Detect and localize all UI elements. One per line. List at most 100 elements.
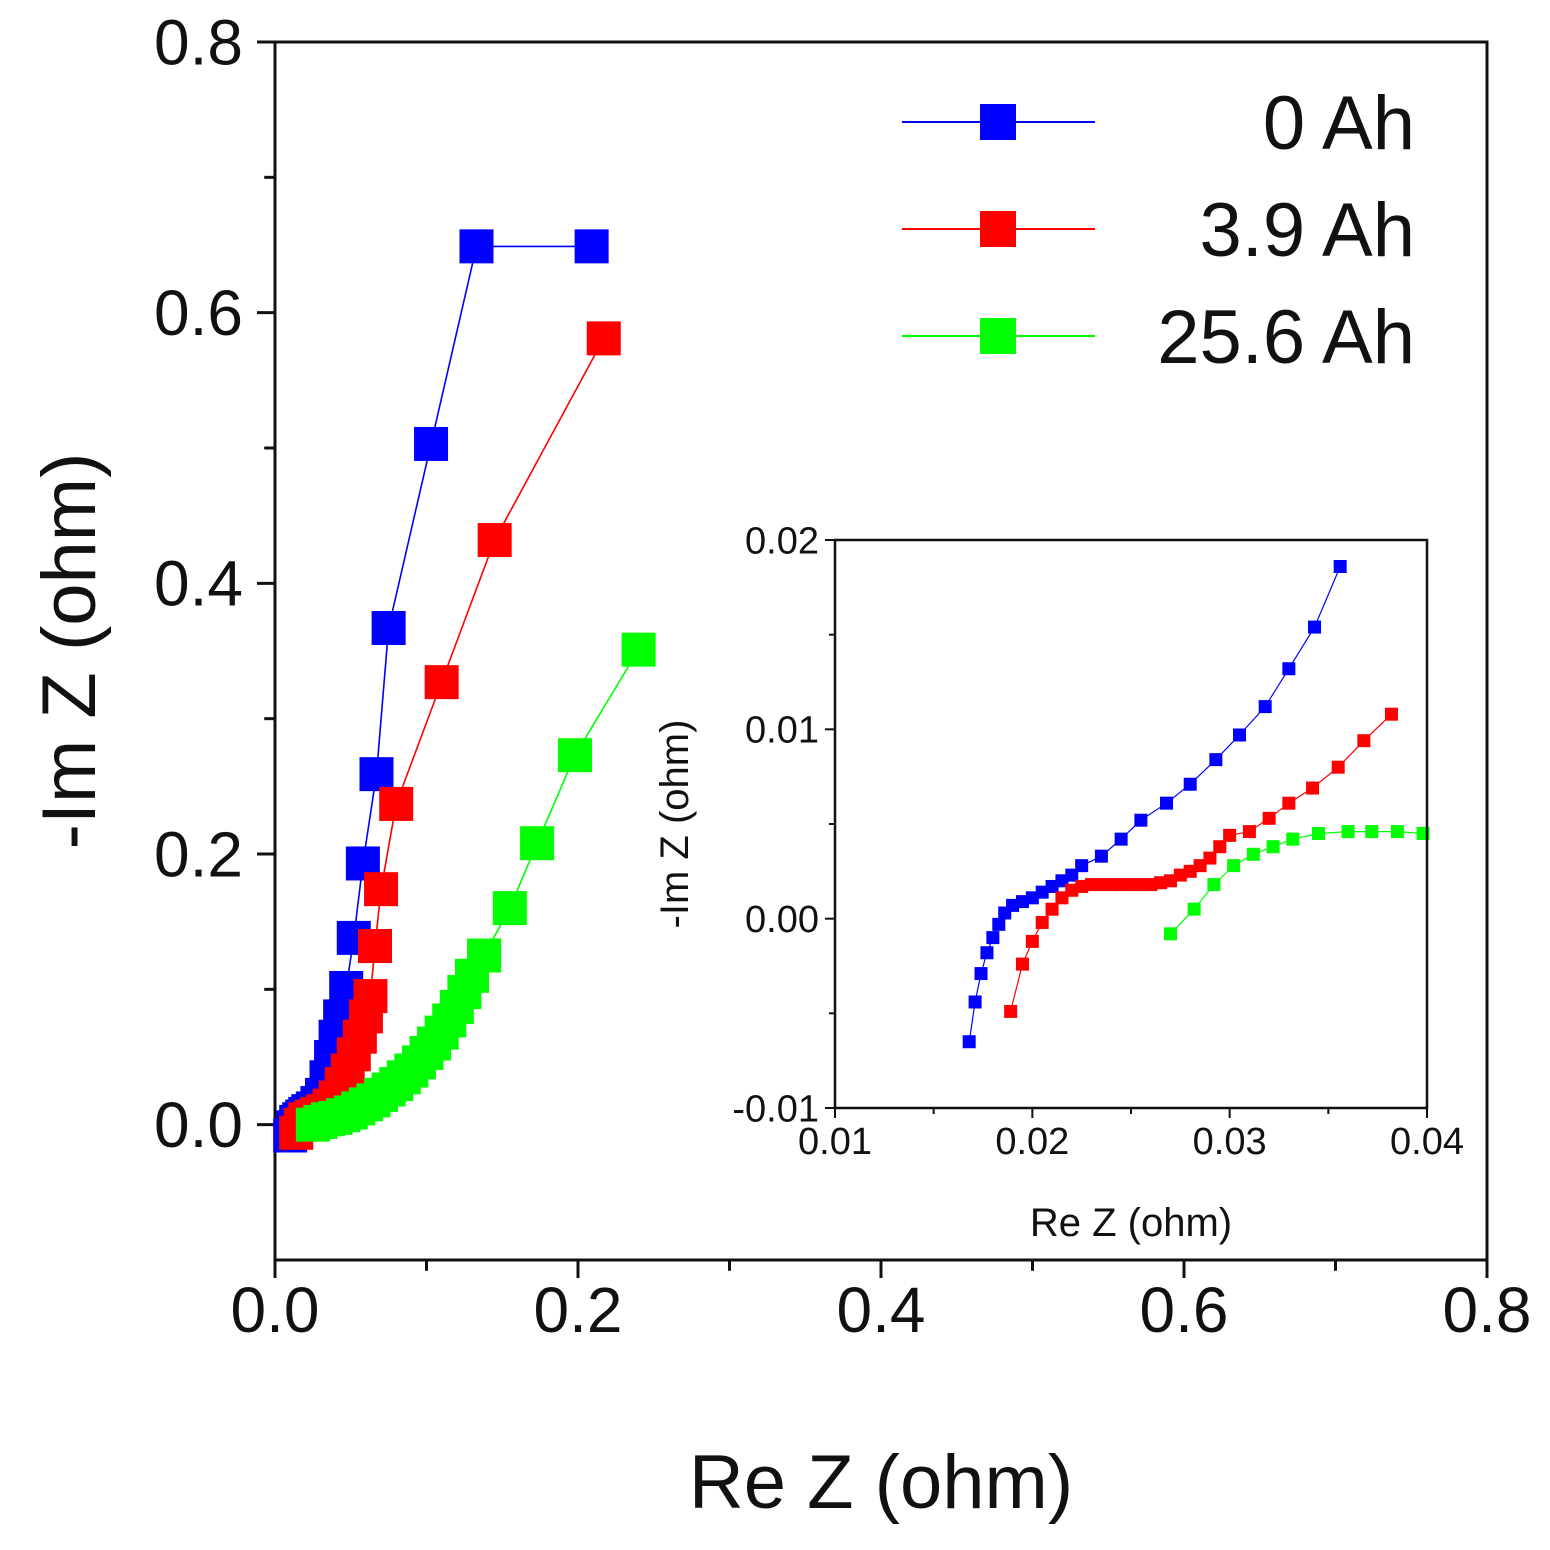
data-point <box>1006 898 1020 912</box>
data-point <box>1134 878 1148 892</box>
data-point <box>414 426 449 461</box>
data-point <box>1183 864 1197 878</box>
x-tick-label: 0.03 <box>1193 1121 1267 1163</box>
data-point <box>1282 796 1296 810</box>
data-point <box>1227 859 1241 873</box>
data-point <box>1114 878 1128 892</box>
data-point <box>364 872 399 907</box>
data-point <box>1055 874 1069 888</box>
inset-axis-ticks: 0.01 0.02 0.03 0.04 -0.01 0.00 0.01 0.02 <box>732 520 1464 1163</box>
y-tick-label: 0.00 <box>745 899 819 941</box>
data-point <box>1065 883 1079 897</box>
data-point <box>424 665 459 700</box>
data-point <box>1282 662 1296 676</box>
legend-label: 3.9 Ah <box>1199 188 1415 273</box>
y-tick-label: 0.01 <box>745 710 819 752</box>
data-point <box>1331 760 1345 774</box>
x-tick-label: 0.6 <box>1140 1274 1229 1346</box>
data-point <box>1104 878 1118 892</box>
data-point <box>379 786 414 821</box>
y-tick-label: 0.8 <box>154 6 243 78</box>
data-point <box>1183 777 1197 791</box>
data-point <box>1085 878 1099 892</box>
legend-label: 0 Ah <box>1263 81 1415 166</box>
x-tick-label: 0.04 <box>1390 1121 1464 1163</box>
data-point <box>968 995 982 1009</box>
data-point <box>1114 832 1128 846</box>
main-axis-ticks: 0.0 0.2 0.4 0.6 0.8 0.0 0.2 0.4 0.6 0.8 <box>154 6 1531 1346</box>
data-point <box>1015 957 1029 971</box>
y-tick-label: 0.4 <box>154 548 243 620</box>
data-point <box>574 229 609 264</box>
data-point <box>1173 868 1187 882</box>
y-tick-label: 0.0 <box>154 1089 243 1161</box>
x-tick-label: 0.2 <box>534 1274 623 1346</box>
data-point <box>1015 895 1029 909</box>
data-point <box>1035 885 1049 899</box>
data-point <box>1045 879 1059 893</box>
x-tick-label: 0.01 <box>798 1121 872 1163</box>
data-point <box>1365 825 1379 839</box>
data-point <box>477 523 512 558</box>
data-point <box>1144 878 1158 892</box>
data-point <box>1025 934 1039 948</box>
data-point <box>992 917 1006 931</box>
data-point <box>371 610 406 645</box>
data-point <box>1233 728 1247 742</box>
data-point <box>1094 878 1108 892</box>
data-point <box>357 929 392 964</box>
main-plot: 0.0 0.2 0.4 0.6 0.8 0.0 0.2 0.4 0.6 0.8 Re Z (ohm… <box>27 6 1531 1525</box>
data-point <box>467 938 502 973</box>
data-point <box>1357 734 1371 748</box>
data-point <box>1341 825 1355 839</box>
inset-plot: 0.01 0.02 0.03 0.04 -0.01 0.00 0.01 0.02 Re Z (… <box>653 520 1464 1245</box>
inset-y-axis-label: -Im Z (ohm) <box>653 720 697 929</box>
data-point <box>1094 849 1108 863</box>
main-series-group <box>273 229 656 1153</box>
data-point <box>1163 874 1177 888</box>
data-point <box>974 967 988 981</box>
data-point <box>1207 878 1221 892</box>
data-point <box>1124 878 1138 892</box>
data-point <box>962 1035 976 1049</box>
y-tick-label: 0.6 <box>154 277 243 349</box>
x-tick-label: 0.4 <box>837 1274 926 1346</box>
data-point <box>1246 847 1260 861</box>
data-point <box>1004 1004 1018 1018</box>
data-point <box>557 738 592 773</box>
data-point <box>1258 700 1272 714</box>
legend: 0 Ah 3.9 Ah 25.6 Ah <box>902 81 1415 380</box>
x-tick-label: 0.0 <box>231 1274 320 1346</box>
data-point <box>1025 891 1039 905</box>
data-point <box>1384 707 1398 721</box>
data-point <box>1223 828 1237 842</box>
data-point <box>1203 851 1217 865</box>
data-point <box>359 757 394 792</box>
data-point <box>520 826 555 861</box>
data-point <box>1154 876 1168 890</box>
data-point <box>1160 796 1174 810</box>
y-tick-label: 0.2 <box>154 818 243 890</box>
data-point <box>1209 753 1223 767</box>
data-point <box>1065 868 1079 882</box>
data-point <box>1308 620 1322 634</box>
data-point <box>586 321 621 356</box>
data-point <box>1193 859 1207 873</box>
data-point <box>1333 560 1347 574</box>
x-tick-label: 0.02 <box>995 1121 1069 1163</box>
data-point <box>621 632 656 667</box>
inset-plot-frame <box>835 540 1427 1108</box>
data-point <box>986 931 1000 945</box>
y-tick-label: 0.02 <box>745 520 819 562</box>
y-tick-label: -0.01 <box>732 1088 819 1130</box>
data-point <box>1242 825 1256 839</box>
main-x-axis-label: Re Z (ohm) <box>689 1440 1073 1525</box>
data-point <box>459 229 494 264</box>
inset-series-group <box>962 560 1430 1049</box>
data-point <box>980 946 994 960</box>
data-point <box>1075 879 1089 893</box>
main-y-axis-label: -Im Z (ohm) <box>27 453 112 850</box>
data-point <box>1213 840 1227 854</box>
data-point <box>1306 781 1320 795</box>
x-tick-label: 0.8 <box>1443 1274 1532 1346</box>
